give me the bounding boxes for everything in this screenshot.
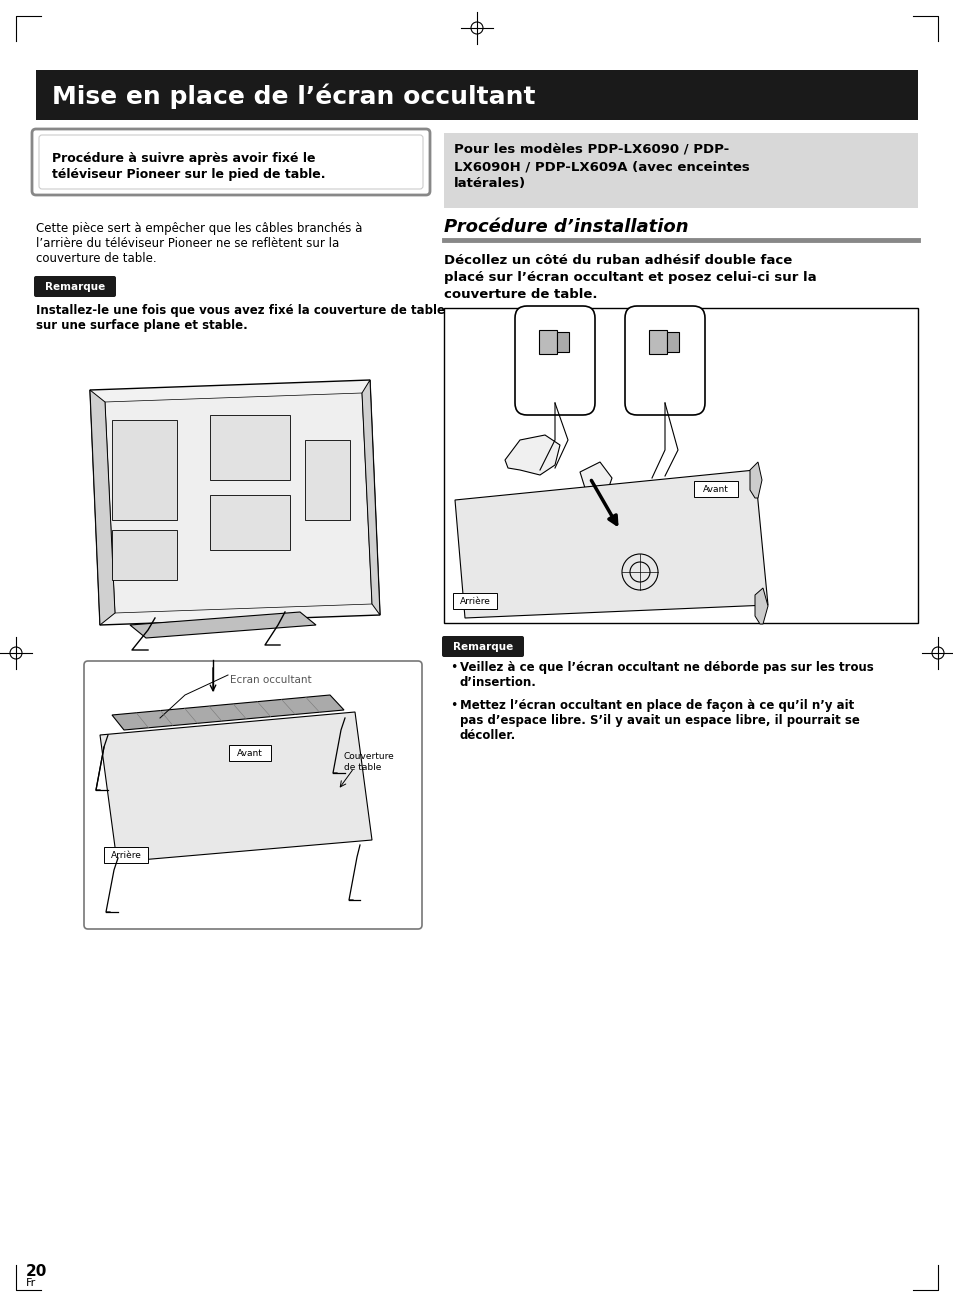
- FancyBboxPatch shape: [648, 330, 666, 354]
- FancyBboxPatch shape: [305, 440, 350, 520]
- FancyBboxPatch shape: [32, 129, 430, 195]
- FancyBboxPatch shape: [557, 332, 568, 353]
- Text: Arrière: Arrière: [111, 850, 141, 859]
- Text: Procédure à suivre après avoir fixé le: Procédure à suivre après avoir fixé le: [52, 151, 315, 165]
- Text: •: •: [450, 699, 456, 712]
- Text: placé sur l’écran occultant et posez celui-ci sur la: placé sur l’écran occultant et posez cel…: [443, 272, 816, 283]
- Text: Remarque: Remarque: [453, 641, 513, 652]
- Polygon shape: [112, 695, 344, 730]
- FancyBboxPatch shape: [443, 133, 917, 208]
- FancyBboxPatch shape: [453, 593, 497, 609]
- Text: LX6090H / PDP-LX609A (avec enceintes: LX6090H / PDP-LX609A (avec enceintes: [454, 161, 749, 172]
- FancyBboxPatch shape: [104, 848, 148, 863]
- Text: Mettez l’écran occultant en place de façon à ce qu’il n’y ait: Mettez l’écran occultant en place de faç…: [459, 699, 853, 712]
- Text: Arrière: Arrière: [459, 597, 490, 606]
- FancyBboxPatch shape: [210, 495, 290, 550]
- FancyBboxPatch shape: [36, 71, 917, 120]
- FancyBboxPatch shape: [34, 276, 116, 296]
- Text: Remarque: Remarque: [45, 282, 105, 291]
- FancyBboxPatch shape: [515, 306, 595, 415]
- Text: de table: de table: [344, 763, 381, 772]
- Text: pas d’espace libre. S’il y avait un espace libre, il pourrait se: pas d’espace libre. S’il y avait un espa…: [459, 714, 859, 727]
- Text: Avant: Avant: [236, 748, 263, 757]
- Polygon shape: [130, 613, 315, 639]
- FancyBboxPatch shape: [441, 636, 523, 657]
- FancyBboxPatch shape: [229, 744, 271, 761]
- Text: Décollez un côté du ruban adhésif double face: Décollez un côté du ruban adhésif double…: [443, 253, 791, 266]
- Polygon shape: [361, 380, 379, 615]
- Text: Couverture: Couverture: [344, 752, 395, 761]
- Polygon shape: [105, 393, 372, 613]
- Text: Cette pièce sert à empêcher que les câbles branchés à: Cette pièce sert à empêcher que les câbl…: [36, 222, 362, 235]
- Text: Veillez à ce que l’écran occultant ne déborde pas sur les trous: Veillez à ce que l’écran occultant ne dé…: [459, 661, 873, 674]
- FancyBboxPatch shape: [112, 530, 177, 580]
- FancyBboxPatch shape: [693, 481, 738, 498]
- Text: l’arrière du téléviseur Pioneer ne se reflètent sur la: l’arrière du téléviseur Pioneer ne se re…: [36, 236, 339, 249]
- Text: Avant: Avant: [702, 485, 728, 494]
- FancyBboxPatch shape: [538, 330, 557, 354]
- Text: Mise en place de l’écran occultant: Mise en place de l’écran occultant: [52, 84, 535, 108]
- FancyBboxPatch shape: [210, 415, 290, 481]
- Text: couverture de table.: couverture de table.: [36, 252, 156, 265]
- Polygon shape: [455, 470, 767, 618]
- Text: téléviseur Pioneer sur le pied de table.: téléviseur Pioneer sur le pied de table.: [52, 168, 325, 182]
- FancyBboxPatch shape: [624, 306, 704, 415]
- Text: Procédure d’installation: Procédure d’installation: [443, 218, 688, 236]
- Text: •: •: [450, 661, 456, 674]
- Text: Fr: Fr: [26, 1279, 36, 1288]
- Polygon shape: [100, 712, 372, 862]
- Text: décoller.: décoller.: [459, 729, 516, 742]
- Text: latérales): latérales): [454, 178, 525, 189]
- Polygon shape: [90, 390, 115, 626]
- Polygon shape: [504, 435, 559, 475]
- Text: 20: 20: [26, 1264, 48, 1279]
- FancyBboxPatch shape: [666, 332, 679, 353]
- Text: couverture de table.: couverture de table.: [443, 289, 597, 300]
- Polygon shape: [754, 588, 767, 624]
- Text: d’insertion.: d’insertion.: [459, 677, 537, 690]
- Text: Installez-le une fois que vous avez fixé la couverture de table: Installez-le une fois que vous avez fixé…: [36, 304, 444, 317]
- Text: sur une surface plane et stable.: sur une surface plane et stable.: [36, 319, 248, 332]
- FancyBboxPatch shape: [39, 135, 422, 189]
- FancyBboxPatch shape: [443, 308, 917, 623]
- Polygon shape: [579, 462, 612, 498]
- FancyBboxPatch shape: [84, 661, 421, 929]
- Text: Ecran occultant: Ecran occultant: [230, 675, 312, 686]
- Polygon shape: [90, 380, 379, 626]
- Text: Pour les modèles PDP-LX6090 / PDP-: Pour les modèles PDP-LX6090 / PDP-: [454, 142, 728, 155]
- Polygon shape: [749, 462, 761, 498]
- FancyBboxPatch shape: [112, 421, 177, 520]
